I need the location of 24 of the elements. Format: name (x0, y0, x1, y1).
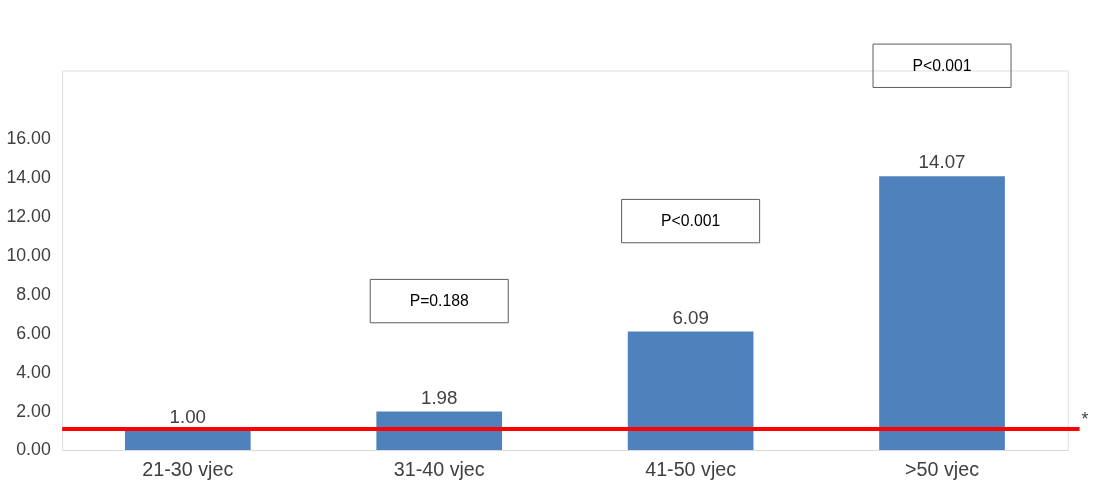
x-tick-label: 41-50 vjec (645, 458, 737, 481)
annotation: P<0.001 (912, 56, 972, 74)
x-tick-label: 21-30 vjec (142, 458, 234, 481)
x-tick-label: 31-40 vjec (393, 458, 485, 481)
data-label: 14.07 (918, 151, 966, 173)
x-tick-label: >50 vjec (905, 458, 980, 481)
annotation: P<0.001 (661, 212, 721, 230)
y-tick-label: 8.00 (16, 283, 51, 304)
bar (627, 331, 754, 451)
data-label: 1.00 (169, 405, 207, 427)
y-tick-label: 2.00 (16, 400, 51, 421)
y-tick-label: 16.00 (6, 128, 51, 149)
data-label: 1.98 (421, 386, 458, 408)
y-tick-label: 6.00 (16, 322, 51, 343)
y-tick-label: 14.00 (6, 166, 51, 187)
bar (124, 430, 251, 451)
ref-line-label: * (1081, 409, 1089, 430)
bar (879, 176, 1005, 451)
y-tick-label: 0.00 (16, 439, 51, 460)
data-label: 6.09 (672, 306, 709, 328)
annotation: P=0.188 (409, 292, 470, 310)
y-tick-label: 10.00 (6, 244, 51, 265)
y-tick-label: 4.00 (16, 361, 51, 382)
y-tick-label: 12.00 (6, 205, 51, 226)
